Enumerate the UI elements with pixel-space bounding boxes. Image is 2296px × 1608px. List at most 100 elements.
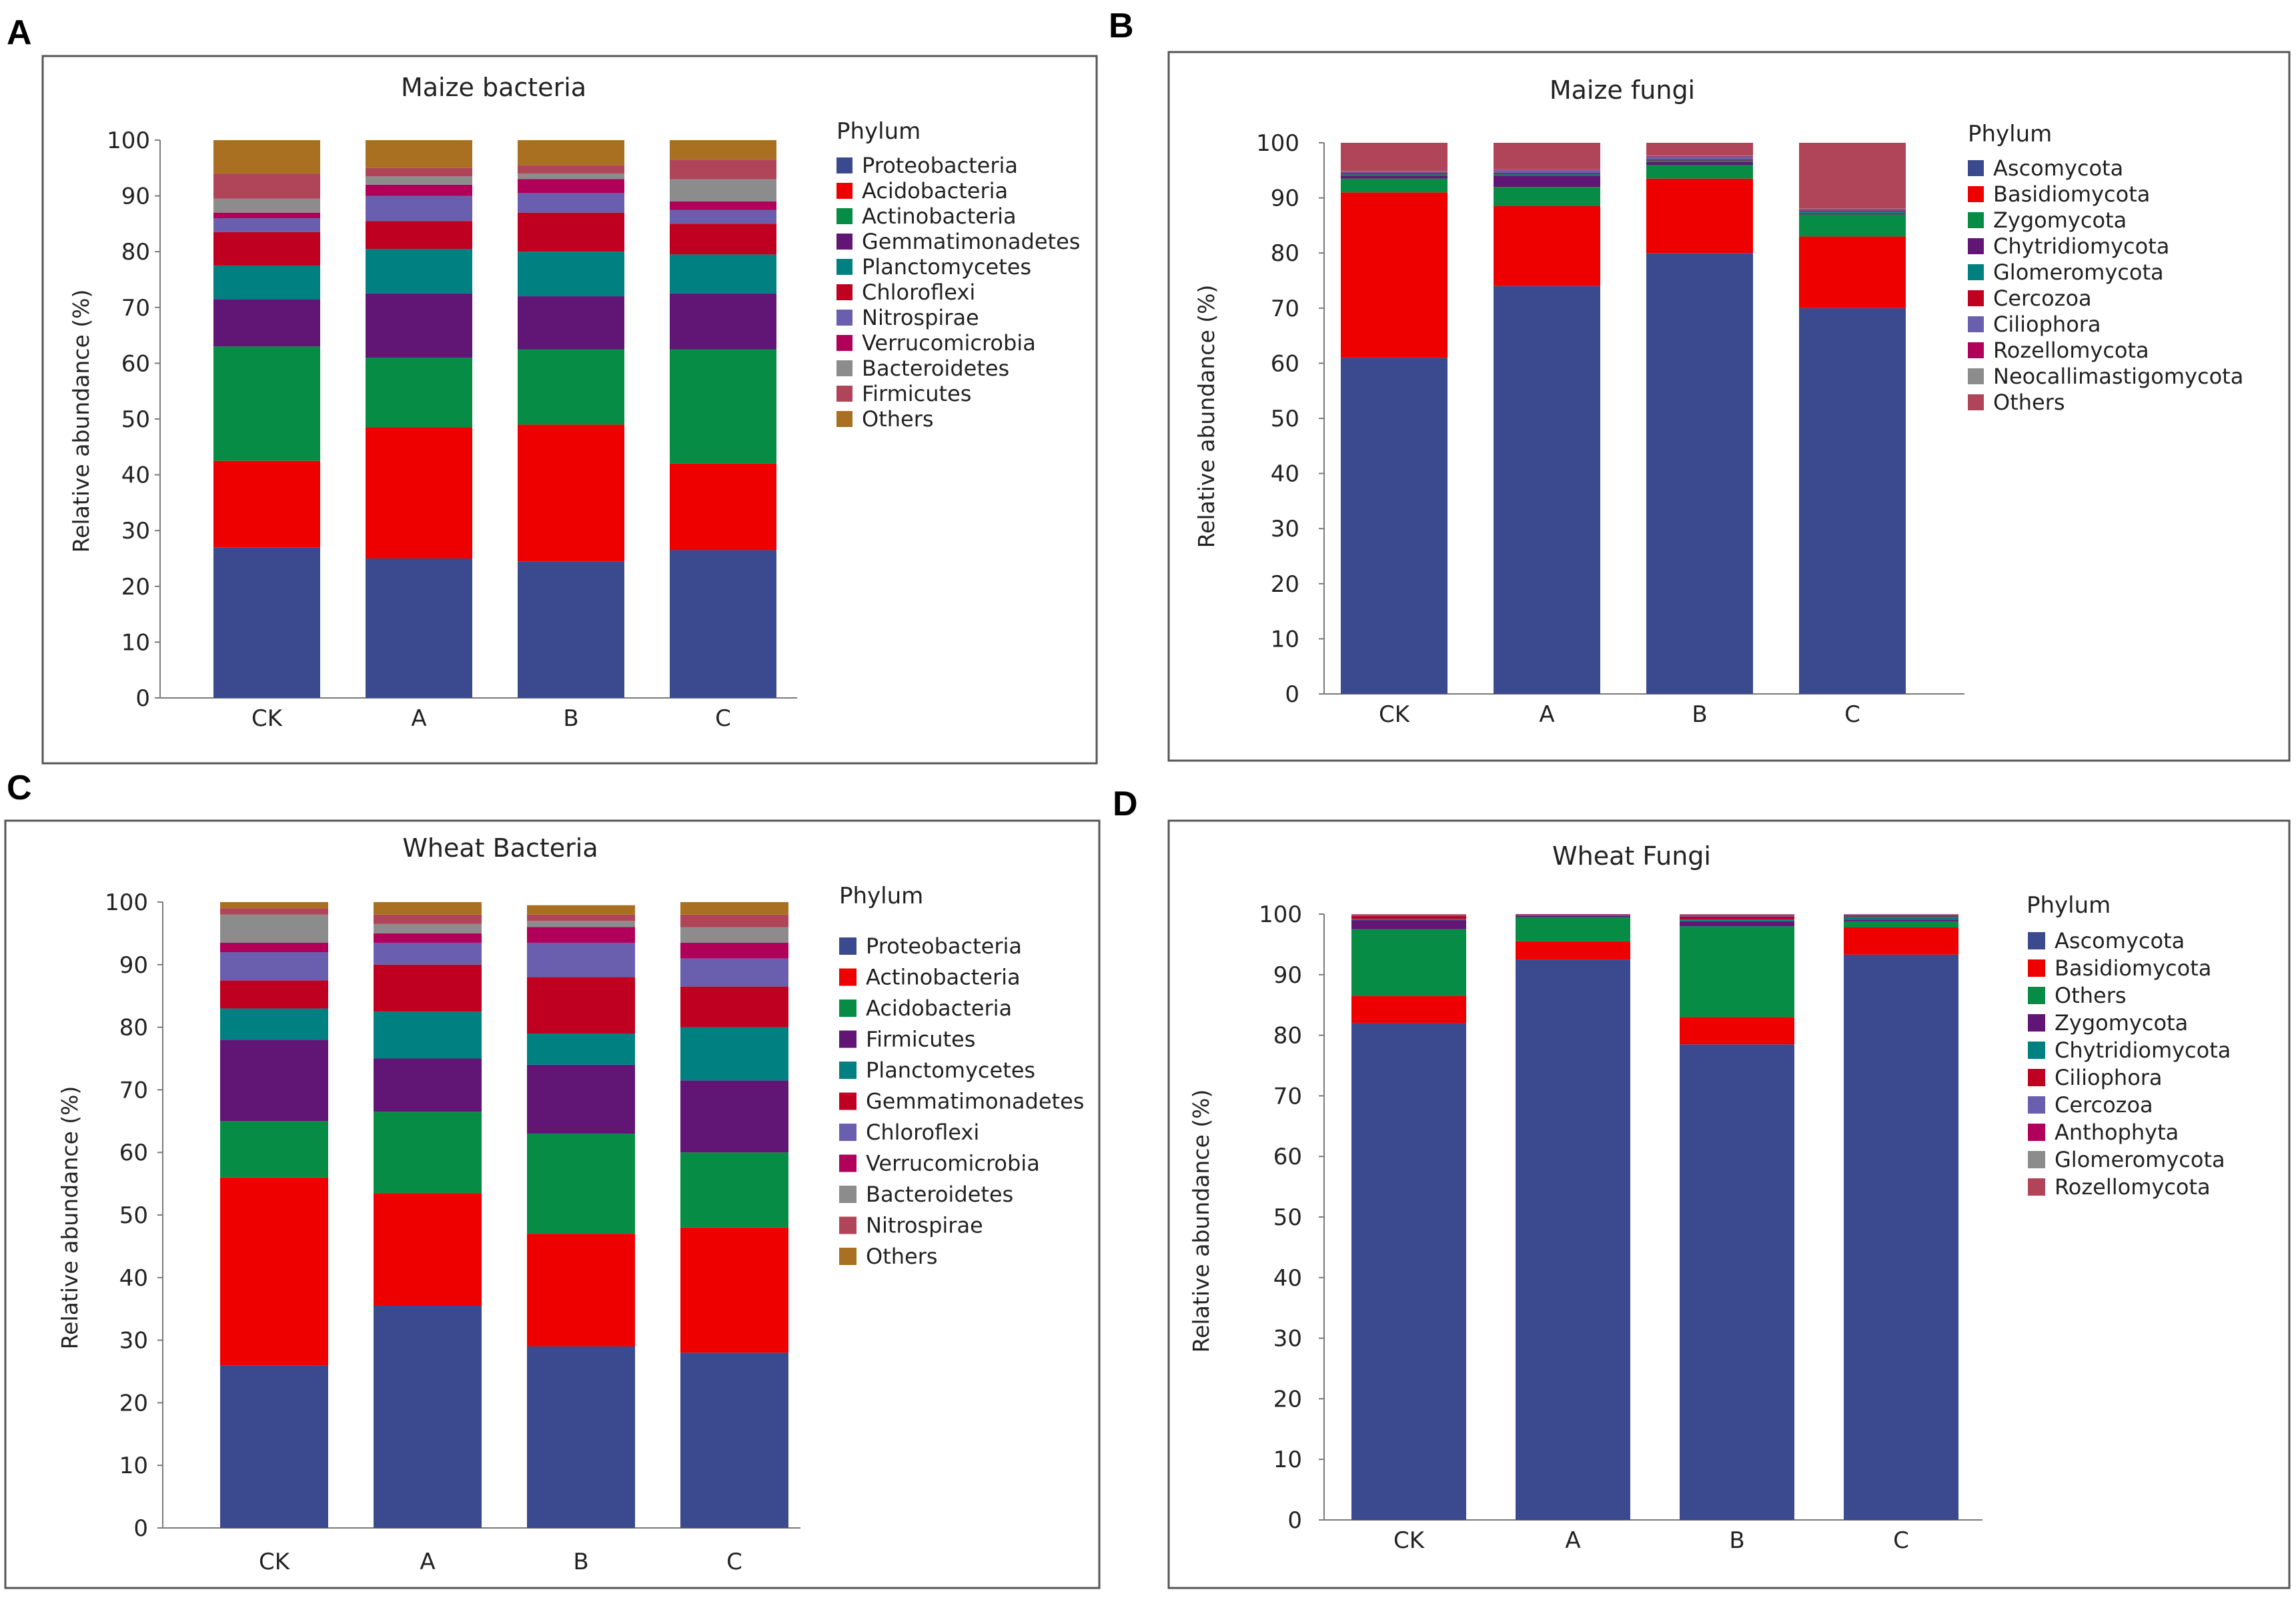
bar-segment-a-ck-verrucomicrobia bbox=[213, 212, 320, 219]
legend-label-a-chloroflexi: Chloroflexi bbox=[862, 280, 975, 305]
y-tick-label-c: 100 bbox=[105, 889, 148, 916]
bar-segment-c-c-others bbox=[680, 902, 788, 915]
bar-segment-b-b-neocallimastigomycota bbox=[1646, 155, 1753, 156]
y-tick-label-a: 100 bbox=[107, 127, 150, 154]
bar-segment-c-b-chloroflexi bbox=[527, 942, 635, 977]
bar-segment-d-b-others bbox=[1680, 926, 1794, 1018]
bar-segment-b-a-glomeromycota bbox=[1494, 174, 1600, 176]
plot-b: 0 10 20 30 40 50 60 70 80 90 100 CK A B C AscomycotaBas… bbox=[1256, 130, 2243, 728]
legend-label-d-chytridiomycota: Chytridiomycota bbox=[2055, 1038, 2231, 1063]
bar-segment-a-b-actinobacteria bbox=[518, 349, 624, 425]
bar-segment-a-b-planctomycetes bbox=[518, 252, 624, 297]
legend-swatch-a-nitrospirae bbox=[836, 310, 852, 326]
y-axis-label-c: Relative abundance (%) bbox=[57, 1086, 83, 1350]
panel-d: D Wheat Fungi Relative abundance (%) Phy… bbox=[1113, 785, 2291, 1589]
y-tick-label-d: 100 bbox=[1259, 901, 1302, 928]
bar-segment-b-a-neocallimastigomycota bbox=[1494, 169, 1600, 170]
bar-segment-c-a-gemmatimonadetes bbox=[374, 964, 482, 1012]
bar-segment-b-a-ascomycota bbox=[1494, 286, 1600, 694]
legend-swatch-b-ascomycota bbox=[1968, 160, 1984, 176]
bar-segment-c-c-proteobacteria bbox=[680, 1352, 788, 1528]
y-tick-label-d: 90 bbox=[1273, 962, 1302, 989]
bar-segment-a-b-gemmatimonadetes bbox=[518, 296, 624, 350]
legend-swatch-d-cercozoa bbox=[2028, 1096, 2045, 1114]
legend-swatch-a-others bbox=[836, 411, 852, 427]
bar-segment-c-a-firmicutes bbox=[374, 1058, 482, 1112]
legend-swatch-d-ciliophora bbox=[2028, 1069, 2045, 1086]
bar-segment-d-a-others bbox=[1516, 917, 1630, 941]
bar-segment-a-a-chloroflexi bbox=[366, 221, 472, 250]
x-tick-label-a-a: A bbox=[411, 705, 426, 732]
bar-segment-c-a-acidobacteria bbox=[374, 1112, 482, 1194]
y-tick-label-b: 70 bbox=[1271, 296, 1299, 322]
legend-label-a-others: Others bbox=[862, 406, 934, 432]
y-tick-label-d: 0 bbox=[1287, 1507, 1302, 1534]
legend-swatch-b-rozellomycota bbox=[1968, 342, 1984, 358]
legend-swatch-d-ascomycota bbox=[2028, 932, 2045, 949]
y-tick-label-b: 40 bbox=[1271, 461, 1299, 488]
bar-segment-c-c-gemmatimonadetes bbox=[680, 986, 788, 1028]
y-tick-label-d: 20 bbox=[1273, 1386, 1302, 1413]
bar-segment-a-a-planctomycetes bbox=[366, 249, 472, 294]
y-tick-label-c: 50 bbox=[119, 1202, 148, 1229]
x-tick-label-a-ck: CK bbox=[251, 705, 283, 732]
y-tick-label-b: 30 bbox=[1271, 516, 1299, 542]
y-tick-label-b: 50 bbox=[1271, 406, 1299, 432]
chart-title-a: Maize bacteria bbox=[401, 73, 586, 102]
legend-swatch-b-glomeromycota bbox=[1968, 264, 1984, 280]
bar-segment-a-c-verrucomicrobia bbox=[670, 201, 776, 210]
bar-segment-c-c-nitrospirae bbox=[680, 914, 788, 927]
panel-label-a: A bbox=[7, 13, 32, 52]
bar-segment-c-ck-planctomycetes bbox=[220, 1008, 328, 1040]
y-tick-label-c: 0 bbox=[133, 1515, 148, 1542]
bar-segment-c-b-actinobacteria bbox=[527, 1234, 635, 1346]
legend-swatch-d-anthophyta bbox=[2028, 1124, 2045, 1141]
bar-segment-c-ck-gemmatimonadetes bbox=[220, 980, 328, 1009]
legend-title-c: Phylum bbox=[839, 883, 923, 909]
bar-segment-a-a-proteobacteria bbox=[366, 558, 472, 698]
legend-swatch-b-chytridiomycota bbox=[1968, 238, 1984, 254]
y-tick-label-c: 70 bbox=[119, 1077, 148, 1104]
y-tick-label-c: 40 bbox=[119, 1265, 148, 1292]
bar-segment-a-c-proteobacteria bbox=[670, 550, 776, 698]
bar-segment-c-c-bacteroidetes bbox=[680, 927, 788, 943]
bar-segment-d-a-zygomycota bbox=[1516, 915, 1630, 917]
bar-segment-a-b-chloroflexi bbox=[518, 212, 624, 252]
bar-segment-a-b-verrucomicrobia bbox=[518, 179, 624, 193]
legend-swatch-d-zygomycota bbox=[2028, 1014, 2045, 1032]
legend-label-c-acidobacteria: Acidobacteria bbox=[866, 995, 1012, 1021]
y-tick-label-a: 80 bbox=[121, 239, 150, 266]
bar-segment-d-b-ciliophora bbox=[1680, 916, 1794, 920]
x-tick-label-c-ck: CK bbox=[259, 1549, 291, 1575]
bar-segment-c-b-acidobacteria bbox=[527, 1134, 635, 1234]
bar-segment-a-c-bacteroidetes bbox=[670, 179, 776, 202]
legend-swatch-a-acidobacteria bbox=[836, 183, 852, 199]
bar-segment-c-ck-actinobacteria bbox=[220, 1177, 328, 1366]
y-tick-label-b: 20 bbox=[1271, 571, 1299, 598]
bar-segment-b-ck-others bbox=[1341, 143, 1448, 171]
legend-label-b-basidiomycota: Basidiomycota bbox=[1993, 181, 2150, 207]
y-tick-label-c: 30 bbox=[119, 1328, 148, 1354]
x-tick-label-b-ck: CK bbox=[1379, 701, 1411, 728]
legend-label-d-ciliophora: Ciliophora bbox=[2055, 1065, 2163, 1090]
y-tick-label-a: 90 bbox=[121, 183, 150, 210]
bar-segment-a-ck-acidobacteria bbox=[213, 460, 320, 548]
bar-segment-b-b-basidiomycota bbox=[1646, 178, 1753, 254]
bar-segment-a-ck-chloroflexi bbox=[213, 232, 320, 266]
bar-segment-b-a-others bbox=[1494, 143, 1600, 169]
legend-swatch-a-actinobacteria bbox=[836, 208, 852, 224]
bar-segment-c-a-chloroflexi bbox=[374, 942, 482, 965]
y-tick-label-d: 80 bbox=[1273, 1023, 1302, 1050]
bar-segment-c-b-others bbox=[527, 905, 635, 915]
y-axis-label-d: Relative abundance (%) bbox=[1188, 1090, 1214, 1353]
bar-segment-d-a-basidiomycota bbox=[1516, 941, 1630, 960]
bar-segment-a-c-actinobacteria bbox=[670, 349, 776, 464]
y-tick-label-d: 70 bbox=[1273, 1083, 1302, 1110]
chart-title-c: Wheat Bacteria bbox=[402, 833, 598, 863]
legend-label-d-ascomycota: Ascomycota bbox=[2055, 928, 2185, 953]
bar-segment-b-c-rozellomycota bbox=[1799, 209, 1906, 210]
legend-swatch-a-proteobacteria bbox=[836, 157, 852, 173]
bar-segment-b-b-cercozoa bbox=[1646, 159, 1753, 161]
bar-segment-a-ck-planctomycetes bbox=[213, 266, 320, 300]
legend-swatch-b-cercozoa bbox=[1968, 290, 1984, 306]
